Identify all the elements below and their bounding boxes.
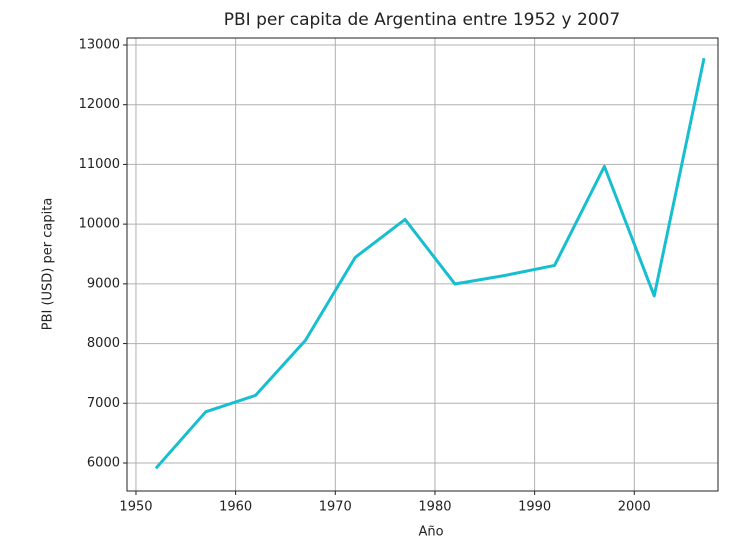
- x-axis-label: Año: [418, 525, 443, 540]
- y-tick-label: 6000: [87, 455, 120, 470]
- y-tick-label: 10000: [79, 217, 120, 232]
- x-tick-label: 1990: [518, 500, 551, 515]
- y-tick-label: 11000: [79, 157, 120, 172]
- y-tick-label: 9000: [87, 276, 120, 291]
- y-tick-label: 12000: [79, 97, 120, 112]
- y-tick-label: 8000: [87, 336, 120, 351]
- y-tick-label: 13000: [79, 37, 120, 52]
- x-tick-label: 2000: [618, 500, 651, 515]
- plot-frame: [126, 37, 719, 492]
- y-axis-label: PBI (USD) per capita: [41, 198, 56, 331]
- x-tick-label: 1980: [418, 500, 451, 515]
- chart-title: PBI per capita de Argentina entre 1952 y…: [224, 10, 621, 30]
- x-tick-label: 1960: [219, 500, 252, 515]
- y-tick-label: 7000: [87, 396, 120, 411]
- x-tick-label: 1950: [119, 500, 152, 515]
- x-tick-label: 1970: [319, 500, 352, 515]
- data-line: [154, 57, 706, 470]
